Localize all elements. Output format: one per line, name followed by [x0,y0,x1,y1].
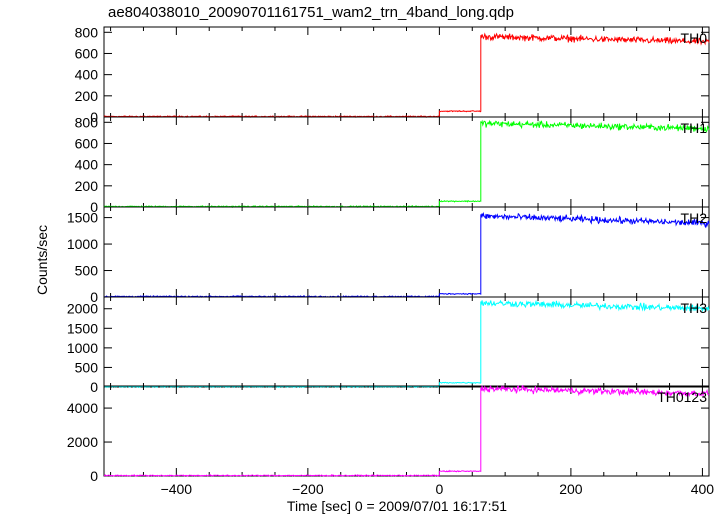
y-tick-label: 500 [75,359,99,375]
y-tick-label: 600 [75,135,99,151]
series-label: TH3 [681,300,708,316]
panels-group: 0 200 400 600 800 TH0 0 200 400 600 800 TH1 0 500 1000… [67,24,714,497]
panel-frame [103,296,710,388]
series-label: TH2 [681,210,708,226]
series-line-th0 [103,32,710,118]
y-tick-label: 200 [75,88,99,104]
x-axis-label: Time [sec] 0 = 2009/07/01 16:17:51 [287,498,507,514]
chart-title: ae804038010_20090701161751_wam2_trn_4ban… [108,4,514,21]
panel-frame [103,385,710,477]
x-tick-label: 200 [559,481,583,497]
panel-frame [103,206,710,298]
series-line-th2 [103,211,710,298]
y-tick-label: 500 [75,263,99,279]
y-tick-label: 400 [75,67,99,83]
panel-th0: 0 200 400 600 800 TH0 [75,24,710,125]
panel-th1: 0 200 400 600 800 TH1 [75,114,710,215]
y-tick-label: 0 [90,379,98,395]
y-tick-label: 0 [90,199,98,215]
panel-frame [103,116,710,208]
series-label: TH0 [681,30,708,46]
y-tick-label: 4000 [67,400,98,416]
y-tick-label: 2000 [67,434,98,450]
x-tick-label: −400 [161,481,193,497]
y-tick-label: 2000 [67,301,98,317]
x-tick-label: −200 [292,481,324,497]
panel-th3: 0 500 1000 1500 2000 TH3 [67,296,710,395]
y-tick-label: 400 [75,157,99,173]
y-tick-label: 800 [75,114,99,130]
series-label: TH1 [681,120,708,136]
series-line-th3 [103,299,710,389]
x-tick-label: 0 [435,481,443,497]
y-tick-label: 1000 [67,340,98,356]
series-line-th0123 [103,384,710,478]
panel-th2: 0 500 1000 1500 TH2 [67,206,710,305]
y-tick-label: 1500 [67,210,98,226]
panel-th0123: 0 2000 4000 TH0123 [67,384,710,484]
y-axis-label: Counts/sec [34,225,50,295]
y-tick-label: 0 [90,289,98,305]
y-tick-label: 800 [75,24,99,40]
y-tick-label: 1500 [67,320,98,336]
series-line-th1 [103,119,710,209]
series-label: TH0123 [657,389,707,405]
y-tick-label: 200 [75,178,99,194]
y-tick-label: 600 [75,45,99,61]
y-tick-label: 1000 [67,236,98,252]
y-tick-label: 0 [90,109,98,125]
y-tick-label: 0 [90,468,98,484]
x-tick-label: 400 [691,481,715,497]
